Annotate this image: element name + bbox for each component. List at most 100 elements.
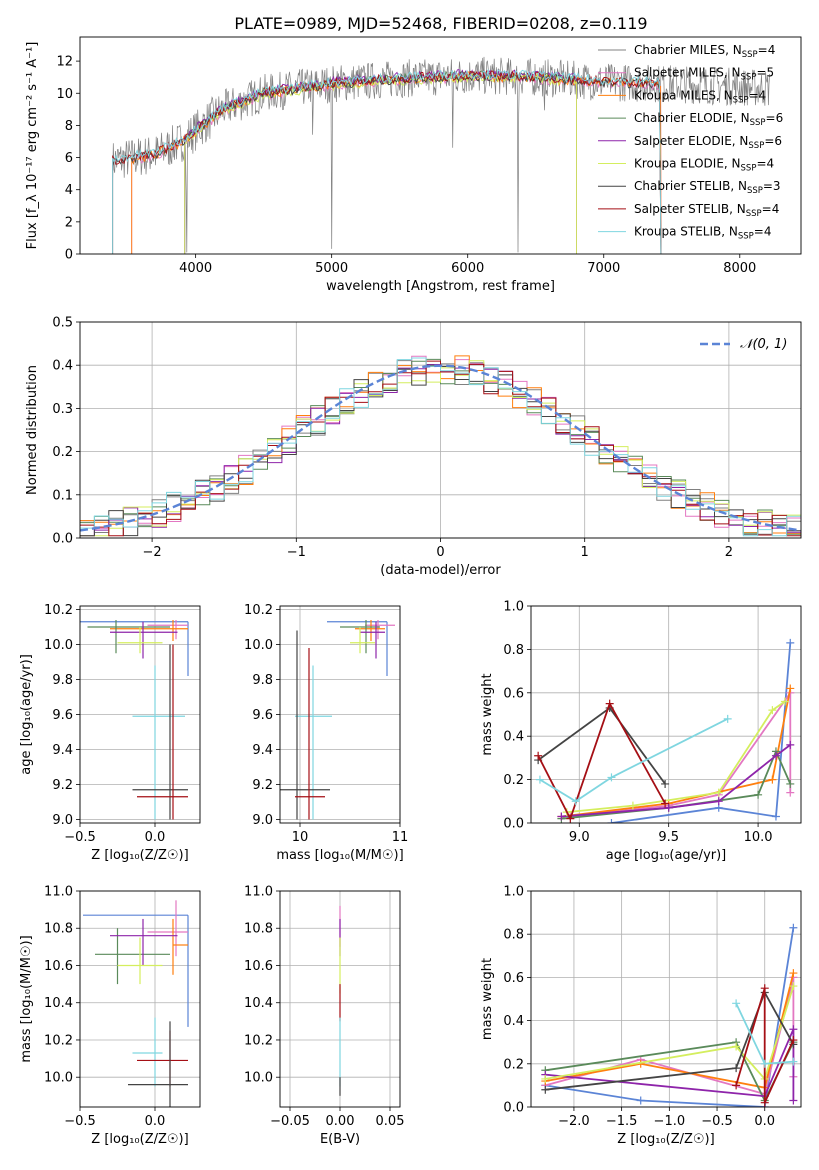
grid bbox=[79, 890, 200, 1107]
legend-sub: SSP bbox=[746, 209, 762, 219]
mass-EBV-chart: −0.05 0.00 0.05 10.0 10.2 10.4 10.6 10.8 11.0 E(B… bbox=[244, 885, 404, 1148]
x-tick-label: −1 bbox=[287, 545, 306, 560]
plot-area bbox=[534, 638, 795, 823]
weight-point-marker bbox=[789, 969, 798, 978]
y-tick-label: 10 bbox=[56, 87, 73, 102]
x-axis-label: mass [log₁₀(M/M☉)] bbox=[276, 848, 403, 863]
legend-label: Salpeter ELODIE, NSSP=6 bbox=[634, 134, 782, 151]
weight-point-marker bbox=[760, 984, 769, 993]
y-tick-label: 0 bbox=[65, 248, 73, 263]
y-axis-label: mass weight bbox=[480, 958, 495, 1040]
plot-area bbox=[80, 620, 189, 820]
weight-Z-chart: −2.0 −1.5 −1.0 −0.5 0.0 0.0 0.2 0.4 0.6 0.8 1.0 Z [… bbox=[480, 885, 802, 1147]
x-tick-label: 0.05 bbox=[376, 1114, 405, 1129]
grid bbox=[280, 606, 401, 823]
axes-frame bbox=[79, 321, 802, 539]
weight-point-marker bbox=[605, 699, 614, 708]
weight-point-marker bbox=[768, 775, 777, 784]
y-tick-label: 10.2 bbox=[244, 1033, 273, 1048]
y-tick-label: 11.0 bbox=[44, 885, 73, 900]
y-tick-label: 0.3 bbox=[52, 402, 73, 417]
legend-sub: SSP bbox=[741, 164, 757, 174]
axes-frame bbox=[79, 36, 802, 255]
legend-tail: =6 bbox=[764, 134, 782, 148]
y-tick-label: 9.8 bbox=[52, 673, 73, 688]
legend-tail: =4 bbox=[754, 225, 772, 239]
weight-point-marker bbox=[541, 1085, 550, 1094]
legend-label: Salpeter STELIB, NSSP=4 bbox=[634, 202, 779, 219]
histogram-step-line bbox=[80, 357, 801, 537]
histogram-step-line bbox=[80, 364, 801, 537]
y-tick-label: 0.5 bbox=[52, 316, 73, 331]
gaussian-reference-line bbox=[80, 364, 801, 532]
legend-sub: SSP bbox=[742, 50, 758, 60]
x-axis-label: Z [log₁₀(Z/Z☉)] bbox=[91, 1132, 188, 1147]
spectrum-model-line bbox=[112, 70, 662, 254]
y-tick-label: 1.0 bbox=[503, 885, 524, 900]
weight-point-marker bbox=[723, 714, 732, 723]
weight-point-marker bbox=[714, 788, 723, 797]
weight-series-line bbox=[539, 717, 729, 803]
axes-frame bbox=[79, 890, 201, 1108]
axes-frame bbox=[530, 890, 802, 1108]
y-tick-label: 1.0 bbox=[503, 600, 524, 615]
weight-point-marker bbox=[754, 790, 763, 799]
spectrum-model-line bbox=[112, 69, 662, 254]
plot-area bbox=[280, 620, 395, 820]
weight-point-marker bbox=[768, 706, 777, 715]
y-tick-label: 10.6 bbox=[244, 959, 273, 974]
weight-point-marker bbox=[541, 1074, 550, 1083]
y-tick-label: 9.2 bbox=[52, 778, 73, 793]
axes-frame bbox=[530, 605, 802, 824]
plot-area bbox=[112, 56, 771, 254]
x-tick-label: 2 bbox=[725, 545, 733, 560]
x-tick-label: −0.5 bbox=[64, 830, 96, 845]
spectrum-model-line bbox=[112, 71, 662, 254]
weight-point-marker bbox=[664, 803, 673, 812]
x-tick-label: 1 bbox=[581, 545, 589, 560]
age-mass-chart: 10 11 9.0 9.2 9.4 9.6 9.8 10.0 10.2 mass [log₁₀(M… bbox=[244, 603, 408, 863]
y-tick-label: 0.4 bbox=[503, 1014, 524, 1029]
x-axis-label: wavelength [Angstrom, rest frame] bbox=[326, 279, 555, 294]
x-tick-label: 0 bbox=[436, 545, 444, 560]
x-tick-label: −1.0 bbox=[654, 1114, 686, 1129]
x-tick-label: −2.0 bbox=[558, 1114, 590, 1129]
weight-point-marker bbox=[607, 773, 616, 782]
plot-area bbox=[80, 355, 801, 537]
y-tick-label: 9.4 bbox=[52, 743, 73, 758]
weight-point-marker bbox=[628, 801, 637, 810]
x-tick-label: −1.5 bbox=[606, 1114, 638, 1129]
x-tick-label: 7000 bbox=[587, 261, 620, 276]
spectrum-data-line bbox=[112, 56, 771, 253]
y-tick-label: 10.0 bbox=[244, 1071, 273, 1086]
x-tick-label: 9.5 bbox=[658, 830, 679, 845]
weight-point-marker bbox=[661, 779, 670, 788]
weight-point-marker bbox=[780, 697, 789, 706]
weight-point-marker bbox=[786, 684, 795, 693]
y-tick-label: 0.2 bbox=[503, 1057, 524, 1072]
y-tick-label: 0.0 bbox=[503, 817, 524, 832]
y-tick-label: 9.0 bbox=[52, 813, 73, 828]
spectrum-chart: 4000 5000 6000 7000 8000 0 2 4 6 8 10 12 wavelength … bbox=[25, 36, 802, 294]
weight-point-marker bbox=[786, 638, 795, 647]
legend-tail: =4 bbox=[756, 157, 774, 171]
legend-label: Salpeter MILES, NSSP=5 bbox=[634, 66, 774, 83]
legend-tail: =3 bbox=[763, 179, 781, 193]
y-tick-label: 10.0 bbox=[44, 638, 73, 653]
weight-point-marker bbox=[789, 1036, 798, 1045]
x-tick-label: 4000 bbox=[179, 261, 212, 276]
y-tick-label: 10.2 bbox=[244, 603, 273, 618]
x-tick-label: 0.00 bbox=[326, 1114, 355, 1129]
y-tick-label: 0.6 bbox=[503, 971, 524, 986]
weight-point-marker bbox=[771, 812, 780, 821]
weight-point-marker bbox=[786, 779, 795, 788]
y-axis-label: mass weight bbox=[480, 673, 495, 755]
y-tick-label: 0.4 bbox=[503, 730, 524, 745]
y-tick-label: 10.8 bbox=[44, 922, 73, 937]
y-axis-label: age [log₁₀(age/yr)] bbox=[19, 654, 34, 775]
y-tick-label: 10.2 bbox=[44, 603, 73, 618]
x-tick-label: −2 bbox=[143, 545, 162, 560]
residuals-chart: −2 −1 0 1 2 0.0 0.1 0.2 0.3 0.4 0.5 (data-model)/er… bbox=[25, 316, 802, 578]
x-tick-label: 0.0 bbox=[145, 830, 166, 845]
weight-point-marker bbox=[789, 1057, 798, 1066]
